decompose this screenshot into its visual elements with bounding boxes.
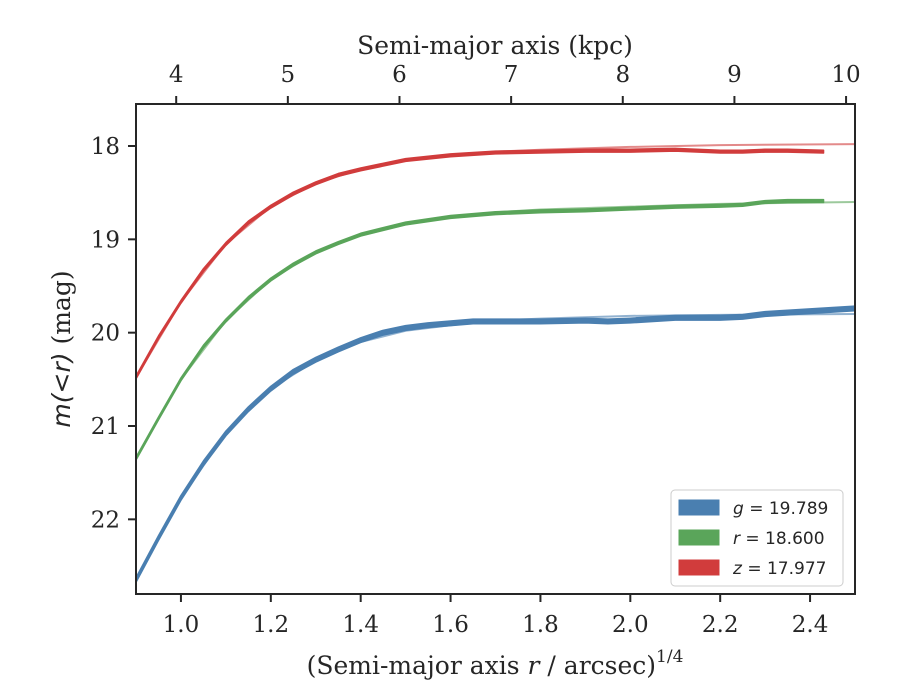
series-g — [136, 305, 855, 584]
top-axis-ticks: 4 5 6 7 8 9 10 — [169, 62, 861, 104]
x-tick-label: 2.2 — [702, 612, 739, 638]
y-tick-label: 21 — [91, 414, 120, 440]
x-axis-title: (Semi-major axis r / arcsec)1/4 — [307, 647, 684, 680]
x-tick-label: 1.6 — [432, 612, 469, 638]
y-tick-label: 18 — [91, 134, 120, 160]
top-tick-label: 9 — [727, 62, 742, 88]
x-tick-label: 1.0 — [163, 612, 200, 638]
series-g-model-line — [136, 313, 855, 581]
series-z-model-line — [136, 143, 855, 379]
top-tick-label: 10 — [831, 62, 860, 88]
x-axis-ticks: 1.0 1.2 1.4 1.6 1.8 2.0 2.2 2.4 — [163, 594, 829, 638]
legend-swatch-g — [678, 499, 720, 516]
top-tick-label: 8 — [615, 62, 630, 88]
top-axis-title: Semi-major axis (kpc) — [357, 31, 633, 60]
x-tick-label: 2.0 — [612, 612, 649, 638]
y-tick-label: 20 — [91, 321, 120, 347]
y-tick-label: 22 — [91, 507, 120, 533]
y-axis-title: m(<r) (mag) — [47, 270, 76, 427]
y-axis-ticks: 18 19 20 21 22 — [91, 134, 136, 533]
x-tick-label: 1.4 — [342, 612, 379, 638]
x-tick-label: 1.2 — [253, 612, 290, 638]
plot-frame — [135, 103, 856, 595]
x-tick-label: 2.4 — [792, 612, 829, 638]
series-g-band — [136, 305, 855, 584]
series-z-band — [136, 147, 825, 380]
top-tick-label: 4 — [169, 62, 184, 88]
legend-swatch-r — [678, 529, 720, 546]
top-tick-label: 5 — [281, 62, 296, 88]
series-z — [136, 143, 855, 380]
y-tick-label: 19 — [91, 227, 120, 253]
legend-label-g: g = 19.789 — [733, 499, 828, 519]
x-tick-label: 1.8 — [522, 612, 559, 638]
top-tick-label: 6 — [392, 62, 407, 88]
series-r-model-line — [136, 201, 855, 460]
series-layer — [136, 143, 855, 584]
series-r — [136, 198, 855, 461]
legend-swatch-z — [678, 559, 720, 576]
top-tick-label: 7 — [504, 62, 519, 88]
legend-label-r: r = 18.600 — [733, 529, 825, 549]
legend: g = 19.789 r = 18.600 z = 17.977 — [670, 489, 844, 587]
legend-label-z: z = 17.977 — [732, 559, 826, 579]
